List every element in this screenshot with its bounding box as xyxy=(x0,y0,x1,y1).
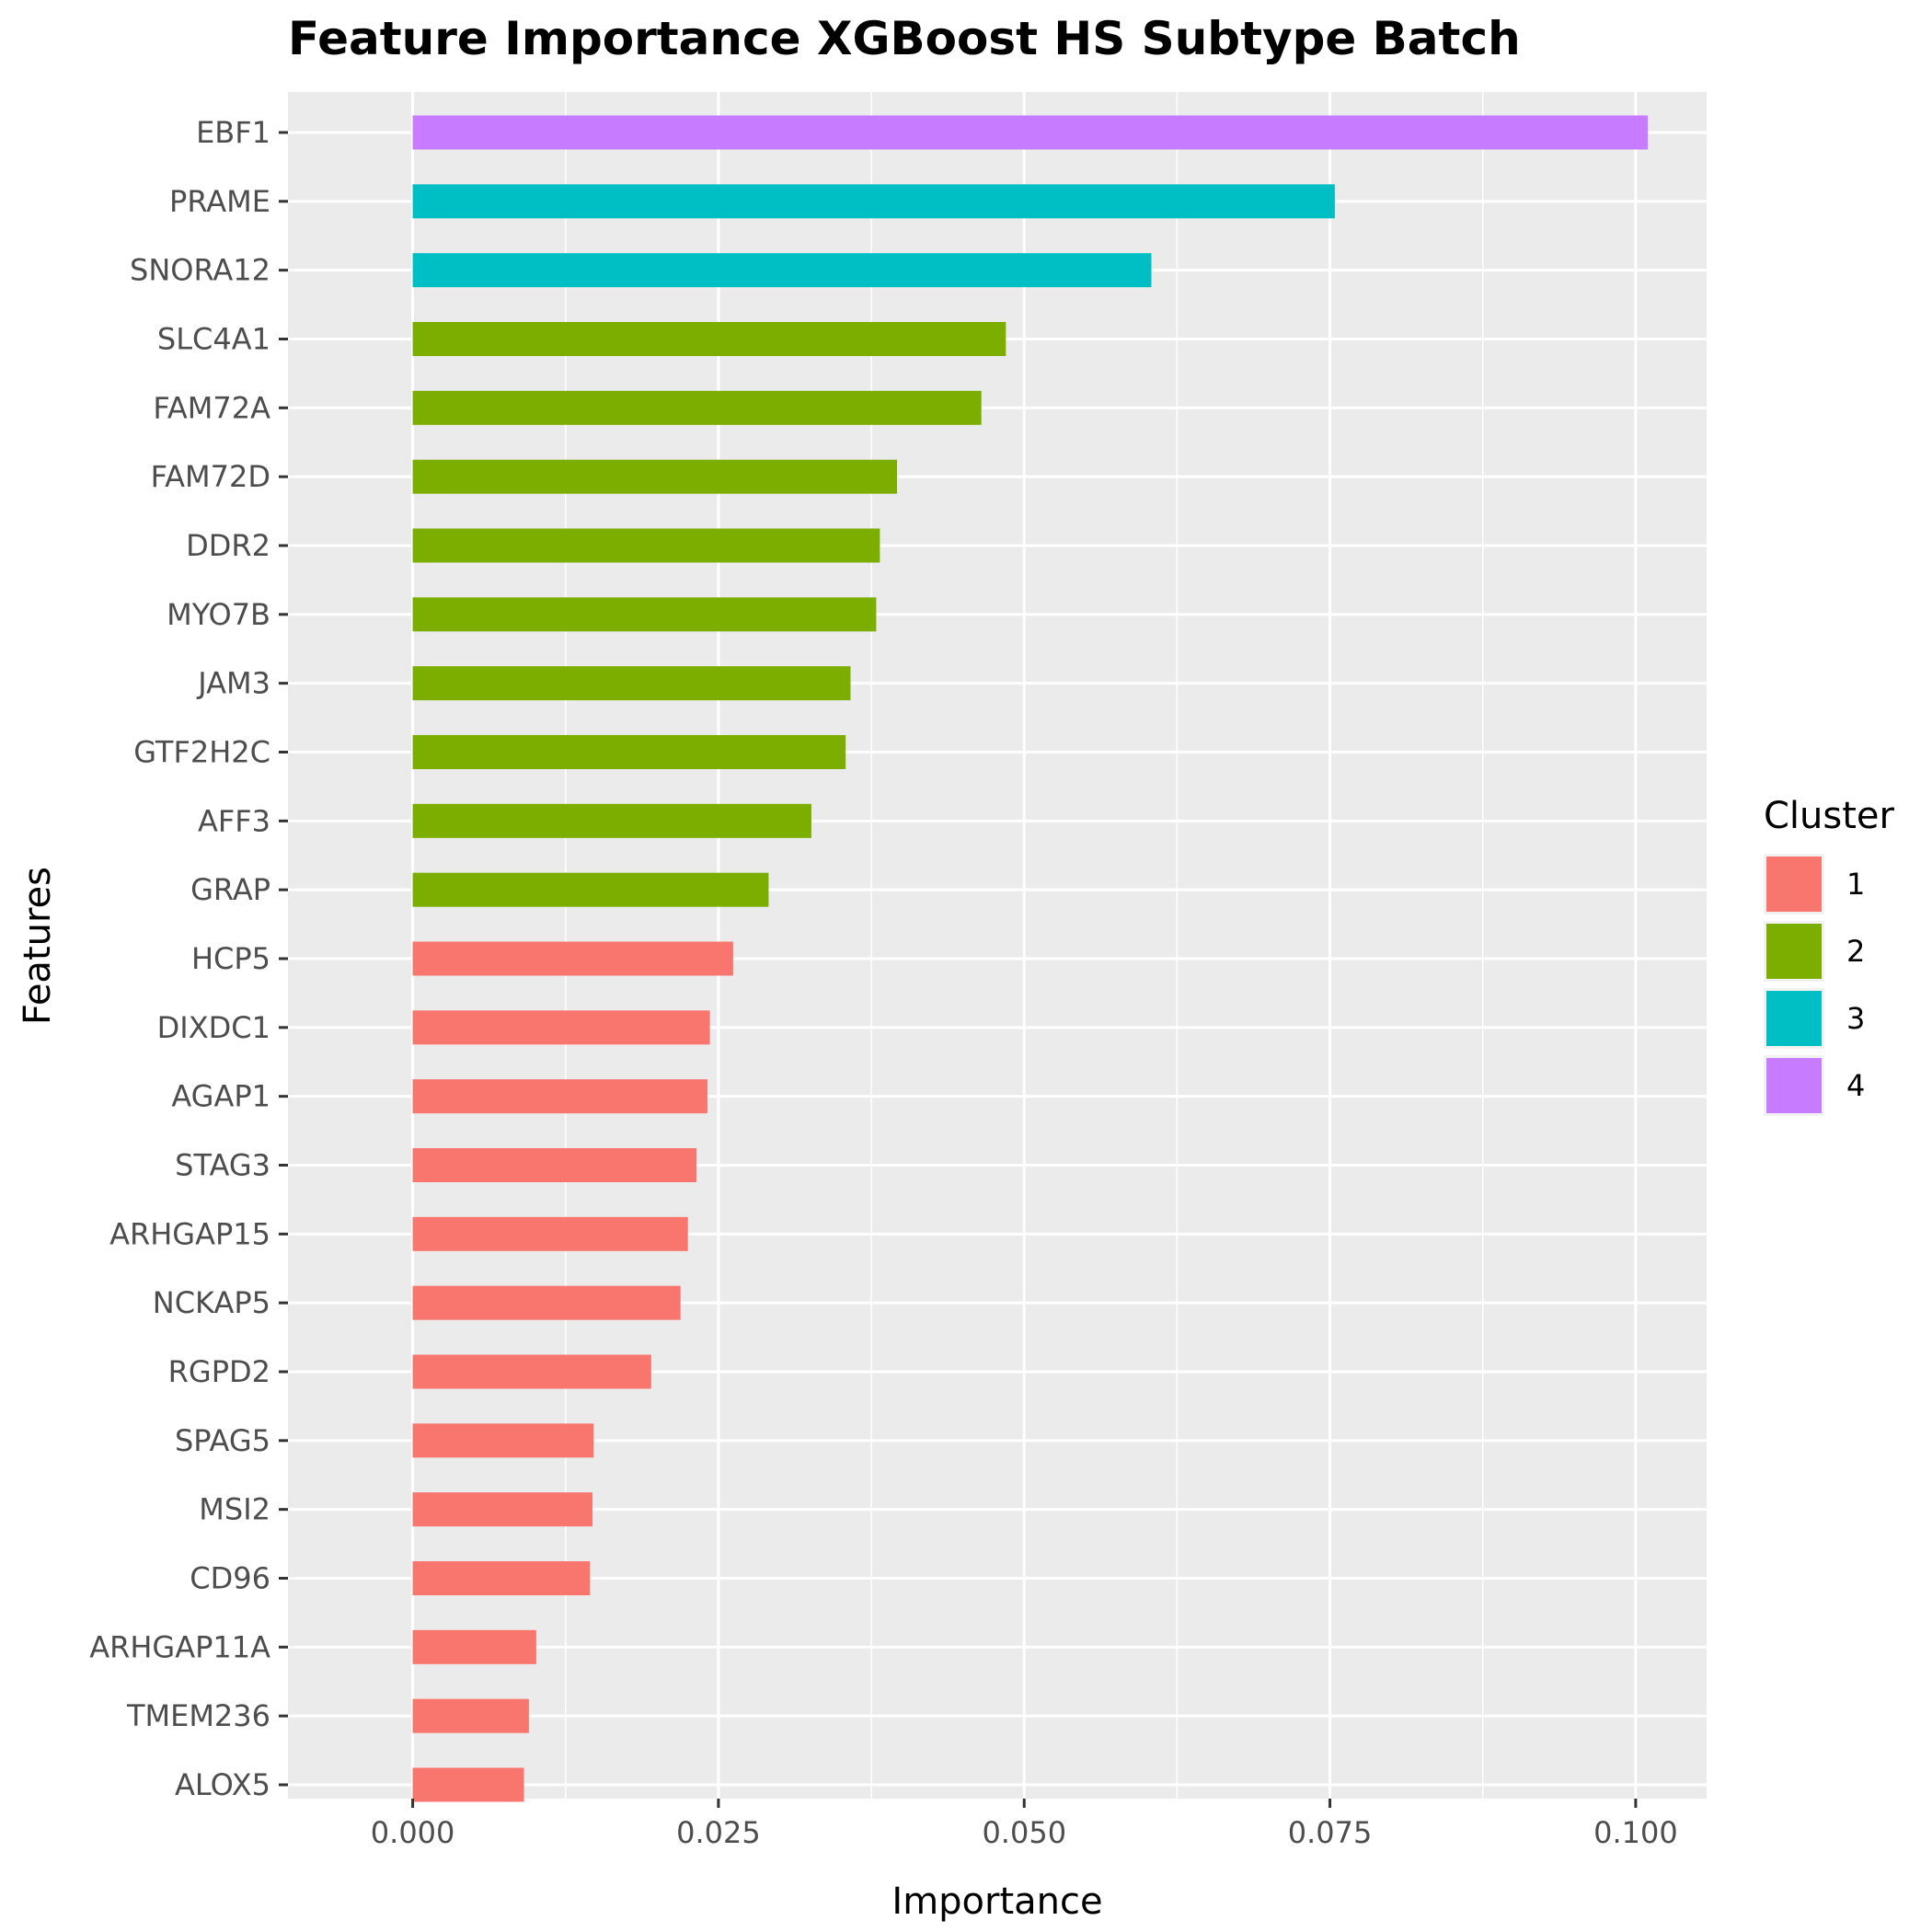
legend-swatch-4 xyxy=(1766,1058,1822,1113)
bars xyxy=(412,115,1649,1802)
x-axis: 0.000 0.025 0.050 0.075 0.100 xyxy=(371,1799,1678,1850)
bar-ebf1 xyxy=(412,115,1649,150)
bar-arhgap11a xyxy=(412,1629,536,1664)
bar-aff3 xyxy=(412,803,811,838)
bar-rgpd2 xyxy=(412,1354,651,1389)
bar-dixdc1 xyxy=(412,1010,710,1045)
legend-swatch-2 xyxy=(1766,924,1822,979)
x-tick-label: 0.000 xyxy=(371,1815,455,1850)
legend: Cluster 1 2 3 4 xyxy=(1764,795,1895,1116)
y-tick-label: RGPD2 xyxy=(168,1354,270,1389)
bar-fam72a xyxy=(412,390,982,425)
y-tick-label: JAM3 xyxy=(196,666,270,701)
bar-fam72d xyxy=(412,459,897,494)
y-tick-label: DIXDC1 xyxy=(157,1010,270,1045)
x-tick-label: 0.025 xyxy=(676,1815,761,1850)
x-axis-title: Importance xyxy=(891,1880,1102,1923)
bar-cd96 xyxy=(412,1561,591,1595)
y-tick-label: PRAME xyxy=(169,184,270,219)
bar-ddr2 xyxy=(412,528,880,563)
x-tick-label: 0.100 xyxy=(1593,1815,1678,1850)
y-axis-title: Features xyxy=(17,867,59,1025)
y-tick-label: AFF3 xyxy=(198,803,270,838)
bar-gtf2h2c xyxy=(412,735,846,769)
y-axis: EBF1 PRAME SNORA12 SLC4A1 FAM72A FAM72D DDR2 MY… xyxy=(89,115,288,1802)
chart-title: Feature Importance XGBoost HS Subtype Ba… xyxy=(288,12,1521,65)
bar-hcp5 xyxy=(412,941,733,976)
y-tick-label: FAM72D xyxy=(151,459,270,494)
y-tick-label: FAM72A xyxy=(153,390,270,425)
legend-label-1: 1 xyxy=(1846,867,1865,902)
bar-jam3 xyxy=(412,666,851,701)
y-tick-label: SNORA12 xyxy=(130,253,270,288)
y-tick-label: DDR2 xyxy=(186,528,270,563)
y-tick-label: ARHGAP11A xyxy=(89,1629,270,1664)
bar-agap1 xyxy=(412,1079,707,1114)
legend-title: Cluster xyxy=(1764,795,1895,837)
x-tick-label: 0.075 xyxy=(1288,1815,1373,1850)
bar-prame xyxy=(412,184,1335,219)
bar-msi2 xyxy=(412,1492,592,1527)
bar-spag5 xyxy=(412,1423,594,1458)
y-tick-label: EBF1 xyxy=(196,115,270,150)
legend-label-4: 4 xyxy=(1846,1068,1865,1103)
y-tick-label: ALOX5 xyxy=(175,1767,270,1802)
bar-nckap5 xyxy=(412,1285,681,1320)
y-tick-label: SPAG5 xyxy=(175,1423,270,1458)
y-tick-label: SLC4A1 xyxy=(157,322,270,357)
bar-arhgap15 xyxy=(412,1216,688,1251)
y-tick-label: MSI2 xyxy=(199,1492,270,1527)
y-tick-label: STAG3 xyxy=(175,1148,270,1183)
y-tick-label: TMEM236 xyxy=(126,1698,270,1733)
bar-myo7b xyxy=(412,597,877,632)
y-tick-label: MYO7B xyxy=(167,597,270,632)
y-tick-label: CD96 xyxy=(190,1561,270,1596)
bar-tmem236 xyxy=(412,1698,529,1733)
bar-alox5 xyxy=(412,1767,524,1802)
y-tick-label: HCP5 xyxy=(191,941,270,976)
bar-grap xyxy=(412,872,769,907)
x-tick-label: 0.050 xyxy=(982,1815,1066,1850)
y-tick-label: NCKAP5 xyxy=(153,1285,270,1320)
legend-swatch-3 xyxy=(1766,991,1822,1046)
legend-label-2: 2 xyxy=(1846,934,1865,969)
bar-snora12 xyxy=(412,253,1152,288)
y-tick-label: GTF2H2C xyxy=(133,735,270,770)
y-tick-label: AGAP1 xyxy=(171,1079,270,1114)
y-tick-label: GRAP xyxy=(190,872,270,907)
legend-items: 1 2 3 4 xyxy=(1764,854,1865,1116)
legend-swatch-1 xyxy=(1766,857,1822,912)
legend-label-3: 3 xyxy=(1846,1001,1865,1036)
bar-slc4a1 xyxy=(412,322,1006,356)
bar-stag3 xyxy=(412,1148,696,1182)
y-tick-label: ARHGAP15 xyxy=(109,1216,270,1251)
